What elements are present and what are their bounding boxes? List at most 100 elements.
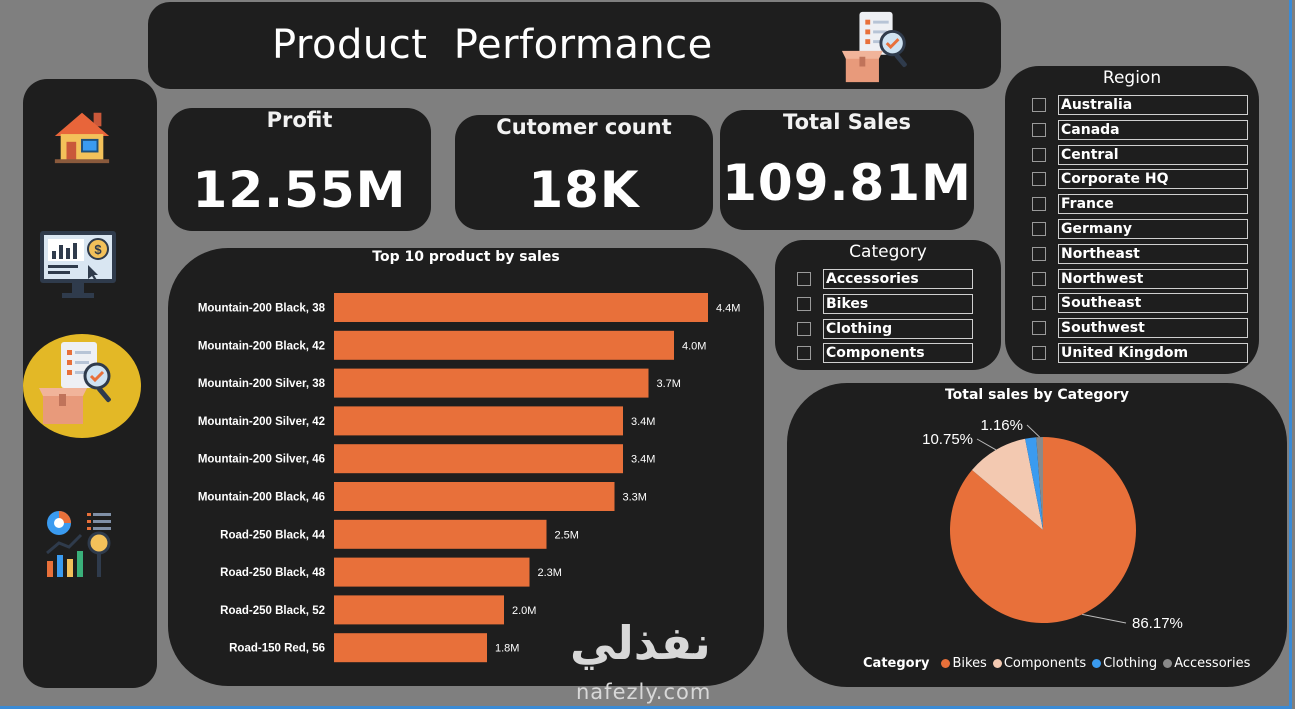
region-option[interactable]: United Kingdom <box>1032 343 1248 363</box>
option-label: Northeast <box>1058 243 1248 264</box>
region-option[interactable]: Southeast <box>1032 293 1248 314</box>
pie-slice[interactable] <box>1025 437 1043 530</box>
pie-legend: Category Bikes Components Clothing Accessori… <box>863 656 1250 671</box>
legend-title: Category <box>863 656 930 671</box>
bar-value-label: 4.4M <box>716 303 740 315</box>
legend-item[interactable]: Clothing <box>1103 656 1158 671</box>
checkbox[interactable] <box>1032 122 1046 137</box>
legend-swatch <box>1092 659 1102 668</box>
region-option[interactable]: Northeast <box>1032 243 1248 264</box>
option-label: Germany <box>1058 219 1248 239</box>
bar-category-label: Road-250 Black, 48 <box>220 567 325 579</box>
checkbox[interactable] <box>1032 271 1046 286</box>
legend-swatch <box>941 659 951 668</box>
kpi-card-profit: Profit 12.55M <box>168 108 431 231</box>
bar-category-label: Mountain-200 Silver, 38 <box>198 378 326 390</box>
checkbox[interactable] <box>1032 98 1046 112</box>
region-option[interactable]: Germany <box>1032 219 1248 239</box>
analytics-chart-icon[interactable] <box>43 509 115 581</box>
category-option[interactable]: Bikes <box>797 293 973 314</box>
pie-slice[interactable] <box>971 438 1043 530</box>
svg-text:$: $ <box>94 242 102 257</box>
title-card: Product Performance <box>148 2 1001 89</box>
product-checklist-icon <box>841 11 907 83</box>
bar[interactable] <box>334 482 615 511</box>
option-label: Central <box>1058 144 1248 165</box>
checkbox[interactable] <box>1032 246 1046 261</box>
bar-value-label: 3.3M <box>623 492 647 504</box>
kpi-value: 18K <box>528 161 640 219</box>
legend-item[interactable]: Accessories <box>1174 656 1251 671</box>
pie-leader-line <box>1026 424 1040 438</box>
kpi-label: Profit <box>266 108 333 132</box>
category-option[interactable]: Components <box>797 343 973 364</box>
legend-swatch <box>992 659 1002 668</box>
bar-category-label: Mountain-200 Black, 46 <box>198 492 325 504</box>
bar-value-label: 4.0M <box>682 340 706 352</box>
bar-category-label: Mountain-200 Black, 42 <box>198 340 325 352</box>
bar-value-label: 2.0M <box>512 605 536 617</box>
nav-sidebar: $ <box>23 79 157 688</box>
region-option[interactable]: Central <box>1032 144 1248 165</box>
option-label: Southwest <box>1058 318 1248 339</box>
bar-category-label: Mountain-200 Silver, 46 <box>198 454 325 466</box>
region-option[interactable]: Northwest <box>1032 268 1248 289</box>
checkbox[interactable] <box>797 272 811 286</box>
kpi-card-customer-count: Cutomer count 18K <box>455 115 713 230</box>
checkbox[interactable] <box>797 321 811 336</box>
legend-item[interactable]: Components <box>1003 656 1087 671</box>
bar-category-label: Road-250 Black, 44 <box>220 529 325 541</box>
checkbox[interactable] <box>797 296 811 311</box>
checkbox[interactable] <box>1032 222 1046 236</box>
bar[interactable] <box>334 633 487 663</box>
checkbox[interactable] <box>1032 321 1046 336</box>
checkbox[interactable] <box>1032 346 1046 360</box>
pie-value-label: 10.75% <box>922 431 973 448</box>
category-option[interactable]: Accessories <box>797 269 973 289</box>
checkbox[interactable] <box>1032 172 1046 187</box>
legend-item[interactable]: Bikes <box>952 656 987 671</box>
bar-value-label: 1.8M <box>495 643 519 655</box>
checkbox[interactable] <box>1032 197 1046 212</box>
option-label: Bikes <box>823 293 973 314</box>
product-checklist-icon[interactable] <box>37 337 117 429</box>
checkbox[interactable] <box>1032 147 1046 162</box>
option-label: Clothing <box>823 318 973 339</box>
home-icon[interactable] <box>51 105 113 167</box>
region-option[interactable]: Southwest <box>1032 318 1248 339</box>
watermark: نفذلي nafezly.com <box>570 616 711 704</box>
category-slicer: Category Accessories Bikes Clothing Compone… <box>775 240 1001 370</box>
legend-swatch <box>1163 659 1173 668</box>
bar-value-label: 3.4M <box>631 416 655 428</box>
kpi-value: 109.81M <box>722 154 972 212</box>
pie-slice[interactable] <box>1036 437 1043 530</box>
option-label: Components <box>823 343 973 364</box>
kpi-card-total-sales: Total Sales 109.81M <box>720 110 974 230</box>
dashboard-monitor-icon[interactable]: $ <box>38 229 118 301</box>
region-option[interactable]: France <box>1032 194 1248 215</box>
chart-title: Total sales by Category <box>944 387 1129 403</box>
bar-value-label: 2.3M <box>538 567 562 579</box>
region-option[interactable]: Canada <box>1032 119 1248 140</box>
bar[interactable] <box>334 519 547 549</box>
checkbox[interactable] <box>1032 296 1046 311</box>
region-option[interactable]: Corporate HQ <box>1032 169 1248 190</box>
option-label: Australia <box>1058 95 1248 115</box>
bar-category-label: Mountain-200 Silver, 42 <box>198 416 325 428</box>
kpi-value: 12.55M <box>192 161 407 219</box>
bar[interactable] <box>334 595 504 625</box>
bar[interactable] <box>334 406 623 436</box>
option-label: United Kingdom <box>1058 343 1248 363</box>
pie-leader-line <box>1082 613 1127 624</box>
kpi-label: Cutomer count <box>496 115 672 139</box>
checkbox[interactable] <box>797 346 811 361</box>
option-label: France <box>1058 194 1248 215</box>
bar[interactable] <box>334 557 530 587</box>
bar[interactable] <box>334 330 674 360</box>
category-option[interactable]: Clothing <box>797 318 973 339</box>
region-option[interactable]: Australia <box>1032 95 1248 115</box>
bar[interactable] <box>334 293 708 322</box>
bar[interactable] <box>334 368 649 398</box>
bar[interactable] <box>334 444 623 474</box>
bar-value-label: 3.4M <box>631 454 655 466</box>
